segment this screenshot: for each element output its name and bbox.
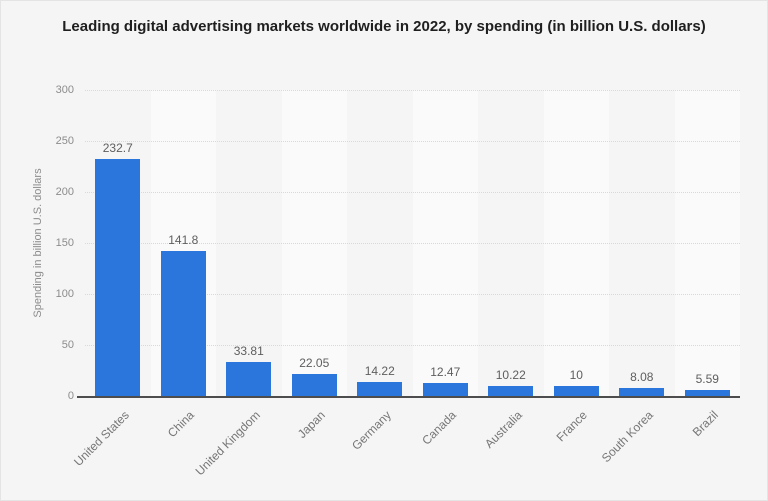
gridline-250 (85, 141, 740, 142)
bar-value-label: 10.22 (495, 367, 526, 382)
gridline-50 (85, 345, 740, 346)
bar-value-label: 33.81 (233, 343, 264, 358)
gridline-100 (85, 294, 740, 295)
y-tick-label-200: 200 (55, 186, 74, 198)
chart-title: Leading digital advertising markets worl… (62, 18, 706, 35)
bar-japan[interactable] (291, 373, 337, 396)
bar-value-label: 10 (569, 367, 583, 382)
bar-value-label: 8.08 (630, 369, 654, 384)
bar-south-korea[interactable] (619, 387, 665, 396)
x-axis-line (77, 396, 740, 398)
bar-value-label: 12.47 (430, 365, 461, 380)
bar-canada[interactable] (422, 383, 468, 396)
bar-france[interactable] (553, 385, 599, 396)
bar-value-label: 141.8 (168, 233, 199, 248)
bar-united-states[interactable] (95, 158, 141, 396)
bar-value-label: 5.59 (695, 372, 719, 387)
bar-value-label: 232.7 (102, 140, 133, 155)
plot-area: 232.7 141.8 33.81 22.05 14.22 12.47 10.22 10 8.0… (85, 90, 740, 396)
gridline-300 (85, 90, 740, 91)
y-tick-label-0: 0 (67, 390, 74, 402)
gridline-150 (85, 243, 740, 244)
gridline-200 (85, 192, 740, 193)
y-tick-label-300: 300 (55, 84, 74, 96)
y-tick-label-250: 250 (55, 135, 74, 147)
y-tick-label-100: 100 (55, 288, 74, 300)
bar-value-label: 22.05 (299, 355, 330, 370)
bar-australia[interactable] (488, 385, 534, 396)
y-tick-label-50: 50 (61, 339, 74, 351)
bar-china[interactable] (160, 251, 206, 396)
bar-germany[interactable] (357, 381, 403, 396)
bar-brazil[interactable] (684, 390, 730, 396)
bar-value-label: 14.22 (364, 363, 395, 378)
bar-united-kingdom[interactable] (226, 361, 272, 396)
y-tick-label-150: 150 (55, 237, 74, 249)
